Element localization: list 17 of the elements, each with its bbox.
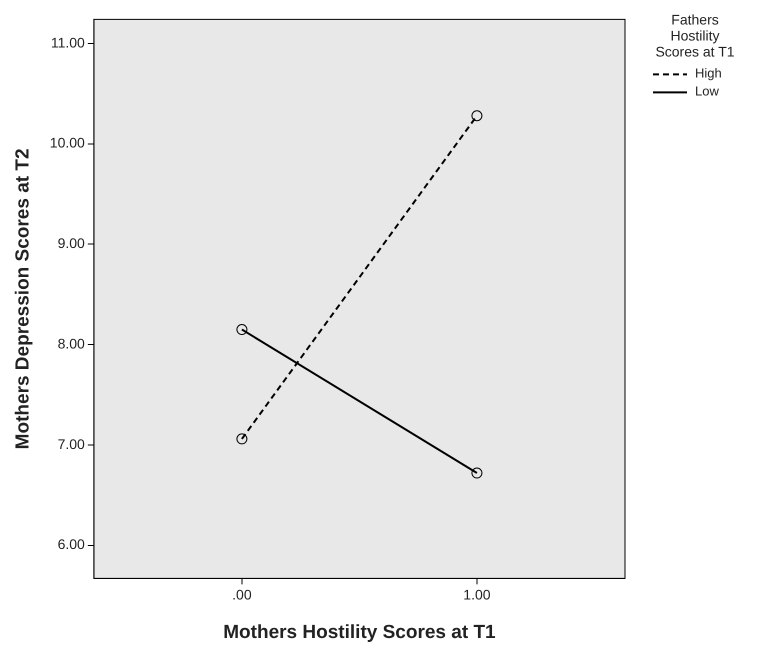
x-tick-label: 1.00	[463, 586, 491, 603]
point	[236, 433, 248, 444]
point	[236, 324, 248, 336]
y-tick-label: 6.00	[58, 536, 86, 552]
x-tick-label: .00	[232, 586, 252, 603]
y-tick-label: 10.00	[50, 134, 86, 151]
point	[471, 468, 482, 479]
legend-title: Fathers Hostility Scores at T1	[655, 11, 735, 60]
legend-label: Low	[695, 83, 720, 98]
y-axis-title: Mothers Depression Scores at T2	[12, 148, 34, 450]
point	[471, 110, 482, 122]
y-tick-label: 7.00	[58, 436, 86, 452]
legend-label: High	[695, 65, 722, 80]
x-axis-title: Mothers Hostility Scores at T1	[223, 622, 496, 643]
y-tick-label: 9.00	[58, 235, 86, 252]
y-tick-label: 11.00	[50, 34, 86, 50]
y-tick-label: 8.00	[58, 335, 86, 352]
